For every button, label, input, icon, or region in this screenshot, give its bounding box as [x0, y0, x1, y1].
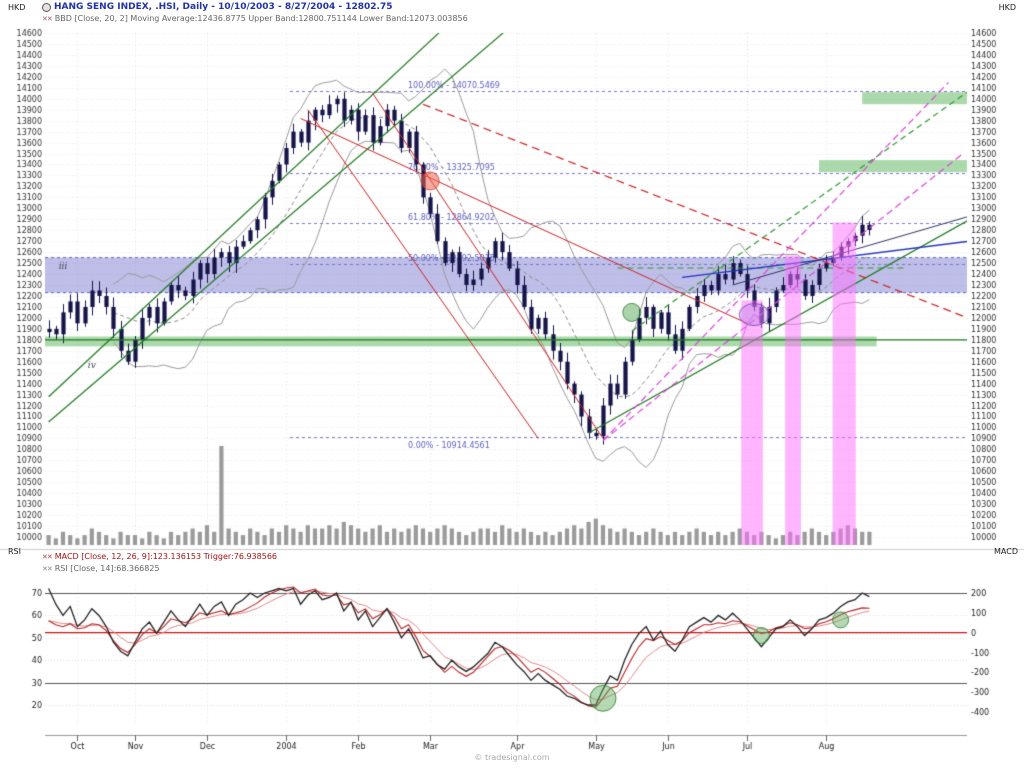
bbd-visibility-icon[interactable]: ✕✕ — [42, 15, 53, 23]
price-axis-unit-left: HKD — [8, 3, 26, 12]
bbd-indicator-label[interactable]: BBD [Close, 20, 2] Moving Average:12436.… — [54, 14, 468, 23]
price-axis-unit-right: HKD — [998, 3, 1016, 12]
rsi-visibility-icon[interactable]: ✕✕ — [42, 565, 53, 573]
macd-axis-label: MACD — [994, 547, 1018, 556]
macd-indicator-label[interactable]: MACD [Close, 12, 26, 9]:123.136153 Trigg… — [54, 552, 277, 561]
instrument-icon — [42, 2, 51, 12]
chart-title[interactable]: HANG SENG INDEX, .HSI, Daily - 10/10/200… — [54, 2, 393, 12]
rsi-axis-label: RSI — [8, 547, 21, 556]
watermark-credit: © tradesignal.com — [474, 753, 550, 762]
macd-visibility-icon[interactable]: ✕✕ — [42, 553, 53, 561]
rsi-indicator-label[interactable]: RSI [Close, 14]:68.366825 — [54, 564, 160, 573]
